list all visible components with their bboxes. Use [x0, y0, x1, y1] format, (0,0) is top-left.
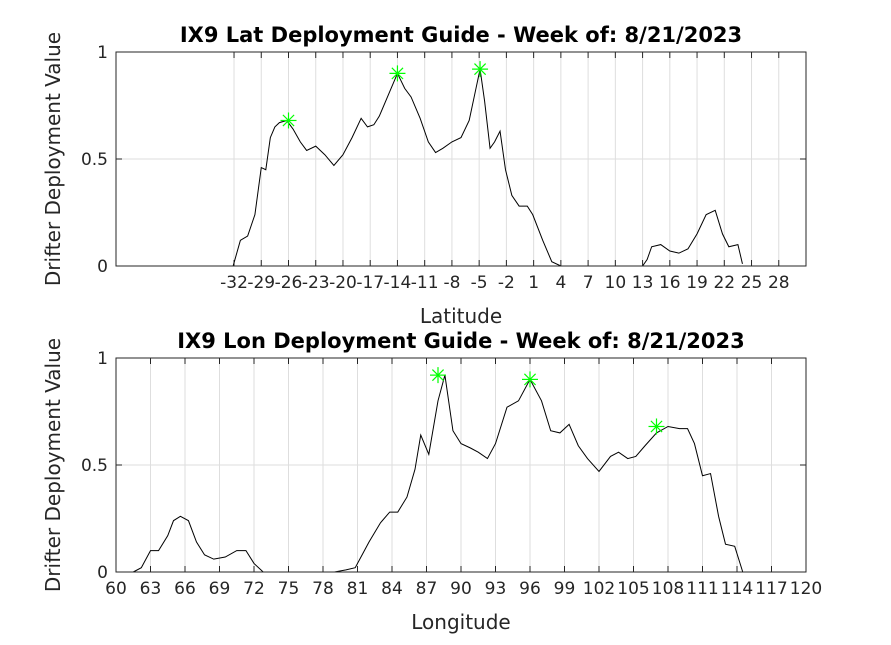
lat-x-tick-label: -32	[220, 273, 248, 293]
lat-ticks: -32 -29 -26 -23 -20 -17 -14 -11 -8 -5 -2 1 4 7 10 13 16 1…	[81, 43, 806, 293]
lon-x-tick-label: 120	[790, 579, 822, 599]
lat-series-line	[232, 69, 743, 267]
lat-x-tick-label: 22	[713, 273, 735, 293]
lat-x-tick-label: 13	[632, 273, 654, 293]
lat-x-tick-label: -23	[302, 273, 330, 293]
lon-y-tick-label: 0.5	[81, 456, 108, 476]
lon-peak-markers	[430, 367, 665, 435]
lon-x-tick-label: 114	[721, 579, 753, 599]
lon-x-tick-label: 60	[105, 579, 127, 599]
lat-x-tick-label: 10	[605, 273, 627, 293]
lon-x-tick-label: 69	[209, 579, 231, 599]
lon-x-tick-label: 75	[278, 579, 300, 599]
lon-x-tick-label: 81	[347, 579, 369, 599]
lat-x-tick-label: 28	[768, 273, 790, 293]
lon-gridlines	[115, 357, 807, 573]
lat-axes-outline	[115, 51, 807, 267]
lon-x-tick-label: 87	[416, 579, 438, 599]
lat-y-axis-label: Drifter Deployment Value	[41, 32, 65, 286]
lat-x-tick-label: 4	[555, 273, 566, 293]
lon-y-tick-label: 1	[97, 349, 108, 369]
lon-x-tick-label: 66	[174, 579, 196, 599]
lat-x-tick-label: -20	[329, 273, 357, 293]
lat-x-tick-label: -5	[471, 273, 488, 293]
lat-y-tick-label: 0.5	[81, 150, 108, 170]
lon-x-tick-label: 72	[243, 579, 265, 599]
lon-peak-marker	[522, 371, 538, 388]
lat-x-tick-label: 25	[741, 273, 763, 293]
lon-x-axis-label: Longitude	[411, 610, 510, 634]
lon-peak-marker	[648, 418, 665, 435]
lon-x-tick-label: 96	[519, 579, 541, 599]
lat-x-tick-label: 16	[659, 273, 681, 293]
lon-axes-outline	[115, 357, 807, 573]
lon-peak-marker	[430, 367, 446, 384]
lon-x-tick-label: 99	[554, 579, 576, 599]
lat-x-tick-label: -14	[384, 273, 412, 293]
lat-x-tick-label: 1	[528, 273, 539, 293]
lat-x-tick-label: -29	[247, 273, 275, 293]
lat-x-tick-label: -26	[275, 273, 303, 293]
lat-y-tick-label: 0	[97, 257, 108, 277]
lat-x-tick-label: -11	[411, 273, 439, 293]
lat-x-tick-label: -2	[498, 273, 515, 293]
lat-peak-marker	[472, 61, 489, 78]
lon-x-tick-label: 105	[617, 579, 649, 599]
lat-x-axis-label: Latitude	[420, 304, 502, 328]
lon-x-tick-label: 108	[652, 579, 684, 599]
lon-series-line	[133, 374, 744, 573]
lon-chart-title: IX9 Lon Deployment Guide - Week of: 8/21…	[177, 329, 745, 353]
lon-y-axis-label: Drifter Deployment Value	[41, 338, 65, 592]
lon-x-tick-label: 90	[450, 579, 472, 599]
lat-peak-marker	[389, 65, 406, 82]
lon-x-tick-label: 78	[312, 579, 334, 599]
lon-y-tick-label: 0	[97, 563, 108, 583]
lon-x-tick-label: 84	[381, 579, 403, 599]
lon-x-tick-label: 63	[140, 579, 162, 599]
lon-ticks: 60 63 66 69 72 75 78 81 84 87 90 93 96 99 102 105 108 111…	[81, 349, 822, 599]
lat-y-tick-label: 1	[97, 43, 108, 63]
lat-x-tick-label: -17	[356, 273, 384, 293]
lon-x-tick-label: 117	[755, 579, 787, 599]
lat-x-tick-label: -8	[443, 273, 460, 293]
lon-plot: 60 63 66 69 72 75 78 81 84 87 90 93 96 99 102 105 108 111…	[81, 329, 822, 634]
lon-x-tick-label: 93	[485, 579, 507, 599]
lat-peak-marker	[280, 112, 297, 129]
lon-x-tick-label: 102	[583, 579, 615, 599]
lat-peak-markers	[280, 61, 489, 129]
lat-x-tick-label: 19	[686, 273, 708, 293]
lat-x-tick-label: 7	[583, 273, 594, 293]
lat-chart-title: IX9 Lat Deployment Guide - Week of: 8/21…	[180, 23, 742, 47]
lon-x-tick-label: 111	[686, 579, 718, 599]
lat-plot: -32 -29 -26 -23 -20 -17 -14 -11 -8 -5 -2 1 4 7 10 13 16 1…	[81, 23, 807, 328]
